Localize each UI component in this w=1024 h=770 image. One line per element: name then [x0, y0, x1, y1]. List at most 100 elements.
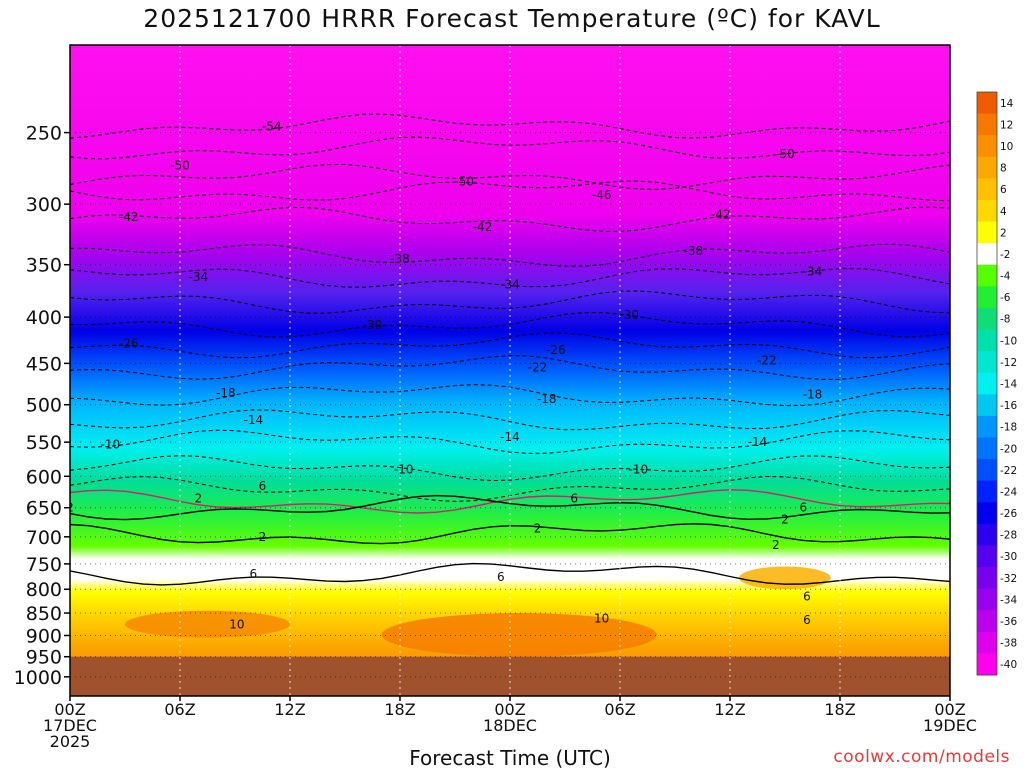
x-tick-label-3-0: 18Z — [384, 700, 415, 719]
colorbar-swatch-10 — [977, 307, 997, 331]
x-tick-label-0-1: 17DEC — [43, 716, 97, 735]
contour-line-19 — [70, 494, 950, 521]
colorbar-label-14: -16 — [1000, 400, 1017, 412]
contour-label-34: -38 — [684, 244, 704, 258]
y-tick-label-11: 800 — [26, 579, 62, 601]
contour-label-36: -42 — [473, 220, 493, 234]
colorbar-swatch-19 — [977, 502, 997, 525]
colorbar-label-19: -26 — [1000, 508, 1017, 520]
contour-label-22: -18 — [537, 392, 557, 406]
contour-label-29: -30 — [619, 308, 639, 322]
colorbar-label-25: -38 — [1000, 638, 1017, 650]
y-tick-label-2: 350 — [26, 255, 62, 277]
x-axis-label: Forecast Time (UTC) — [409, 746, 611, 770]
colorbar-label-2: 10 — [1000, 141, 1013, 153]
contour-label-2: 2 — [259, 530, 267, 544]
colorbar-swatch-26 — [977, 653, 997, 676]
contour-line-10 — [70, 355, 950, 380]
y-tick-label-1: 300 — [26, 194, 62, 216]
contour-label-0: 2 — [66, 501, 74, 515]
y-tick-label-12: 850 — [26, 603, 62, 625]
contour-label-40: -50 — [775, 147, 795, 161]
contour-label-1: 2 — [195, 492, 203, 506]
contour-label-25: -22 — [757, 354, 777, 368]
colorbar-swatch-13 — [977, 372, 997, 395]
colorbar-swatch-22 — [977, 567, 997, 590]
colorbar-label-18: -24 — [1000, 486, 1017, 498]
colorbar-label-11: -10 — [1000, 335, 1017, 347]
colorbar-swatch-0 — [977, 92, 997, 115]
contour-label-39: -50 — [454, 174, 474, 188]
contour-label-26: -26 — [119, 337, 139, 351]
contour-label-4: 2 — [781, 513, 789, 527]
x-tick-label-5-0: 06Z — [604, 700, 635, 719]
y-tick-label-8: 650 — [26, 498, 62, 520]
contour-label-12: 6 — [803, 613, 811, 627]
colorbar-label-17: -22 — [1000, 465, 1017, 477]
contour-label-28: -30 — [363, 318, 383, 332]
y-tick-label-3: 400 — [26, 307, 62, 329]
contour-label-37: -42 — [711, 208, 731, 222]
contour-label-5: 2 — [772, 538, 780, 552]
colorbar-label-22: -32 — [1000, 573, 1017, 585]
y-axis: 2503003504004505005506006507007508008509… — [14, 123, 70, 689]
colorbar-swatch-15 — [977, 415, 997, 438]
y-tick-label-0: 250 — [26, 123, 62, 145]
contour-line-0 — [70, 180, 950, 202]
colorbar-swatch-9 — [977, 286, 997, 309]
warm-pocket-1 — [381, 613, 657, 657]
x-tick-label-4-0: 00Z — [494, 700, 525, 719]
contour-label-23: -18 — [803, 387, 823, 401]
colorbar: 14 12 10 8 6 4 2 -2 -4 -6 -8 -10 -12 -14 -16 -18 -20 -22 -… — [976, 91, 1017, 676]
warm-pocket-0 — [125, 610, 290, 638]
credit-link[interactable]: coolwx.com/models — [833, 747, 1010, 767]
colorbar-swatch-2 — [977, 135, 997, 158]
colorbar-swatch-21 — [977, 545, 997, 568]
colorbar-label-10: -8 — [1000, 314, 1010, 326]
contour-label-14: 10 — [594, 612, 609, 626]
colorbar-swatch-4 — [977, 178, 997, 201]
colorbar-swatch-3 — [977, 156, 997, 179]
contour-label-9: 6 — [570, 492, 578, 506]
contour-label-41: -46 — [592, 188, 612, 202]
colorbar-swatch-7 — [977, 243, 997, 266]
contour-line-16 — [70, 489, 950, 514]
colorbar-label-16: -20 — [1000, 443, 1017, 455]
x-tick-label-8-0: 00Z — [934, 700, 965, 719]
contour-label-42: -54 — [262, 119, 282, 133]
colorbar-swatch-23 — [977, 588, 997, 611]
colorbar-label-8: -4 — [1000, 271, 1011, 283]
colorbar-label-3: 8 — [1000, 163, 1007, 175]
contour-label-13: 10 — [229, 617, 244, 631]
y-tick-label-10: 750 — [26, 554, 62, 576]
colorbar-label-24: -36 — [1000, 616, 1017, 628]
contour-label-18: -14 — [244, 413, 264, 427]
y-tick-label-4: 450 — [26, 353, 62, 375]
colorbar-label-23: -34 — [1000, 594, 1017, 606]
contour-line-5 — [70, 243, 950, 267]
colorbar-swatch-5 — [977, 199, 997, 223]
contour-line-13 — [70, 429, 950, 454]
y-tick-label-13: 900 — [26, 625, 62, 647]
colorbar-swatch-14 — [977, 394, 997, 417]
contour-line-18 — [70, 562, 950, 586]
colorbar-label-0: 14 — [1000, 98, 1014, 110]
contour-line-12 — [70, 409, 950, 431]
contour-label-8: 6 — [497, 570, 505, 584]
contour-label-17: -10 — [629, 463, 649, 477]
contour-label-19: -14 — [500, 430, 520, 444]
x-tick-label-6-0: 12Z — [714, 700, 745, 719]
contour-label-11: 6 — [803, 590, 811, 604]
contour-label-31: -34 — [500, 277, 520, 291]
contour-label-33: -38 — [390, 252, 410, 266]
y-tick-label-6: 550 — [26, 432, 62, 454]
contour-label-6: 6 — [259, 479, 267, 493]
contour-line-3 — [70, 163, 950, 190]
contour-label-10: 6 — [800, 501, 808, 515]
colorbar-swatch-24 — [977, 610, 997, 633]
y-tick-label-7: 600 — [26, 466, 62, 488]
